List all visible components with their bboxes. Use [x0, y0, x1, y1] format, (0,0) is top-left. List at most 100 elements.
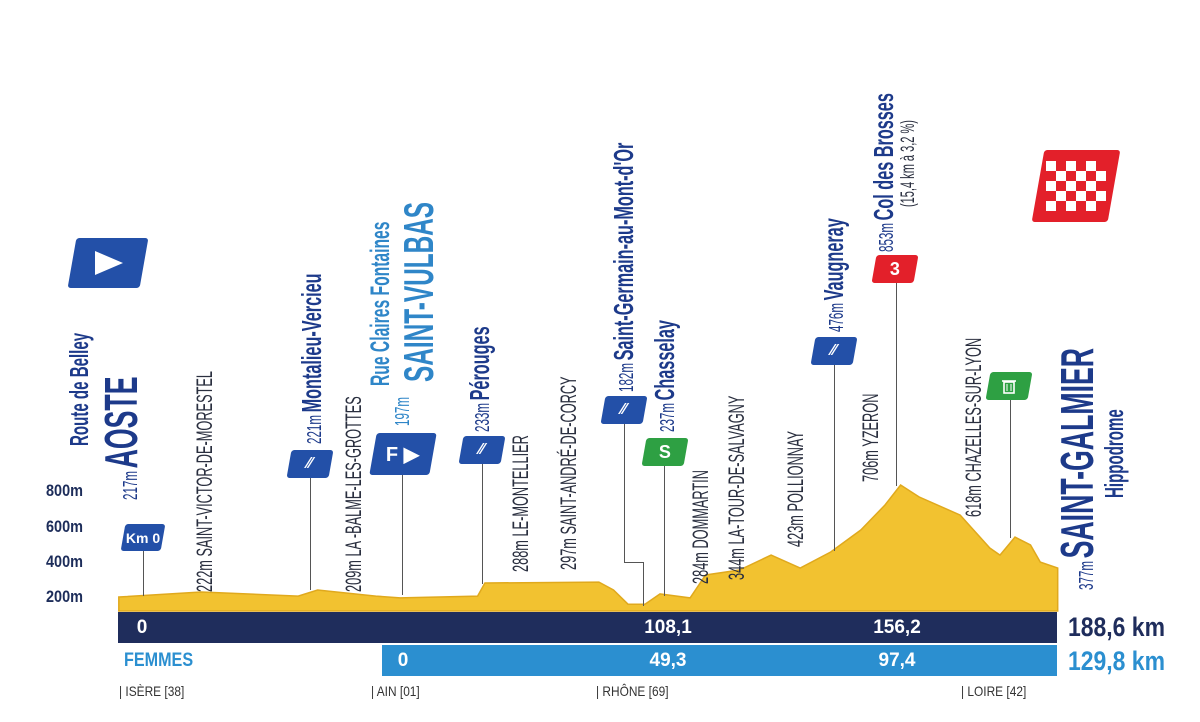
marker-line — [896, 283, 897, 486]
checkpoint-flag: ⁄⁄ — [600, 396, 648, 424]
start-town: AOSTE — [95, 376, 147, 469]
checkpoint-flag: ⁄⁄ — [286, 450, 334, 478]
women-start-label: F — [386, 443, 399, 466]
elevation: 182m — [616, 362, 638, 392]
region-label: | AIN [01] — [371, 683, 420, 699]
y-tick-label: 800m — [46, 481, 83, 500]
checker-square — [1076, 171, 1086, 181]
place-yzeron: 706m YZERON — [858, 393, 883, 482]
elevation: 221m — [304, 414, 326, 444]
vulbas-elevation: 197m — [392, 396, 414, 426]
checker-square — [1046, 161, 1056, 171]
place-montellier: 288m LE-MONTELLIER — [508, 435, 533, 572]
checker-square — [1056, 191, 1066, 201]
start-arrow-icon: ▶ — [404, 443, 420, 466]
checker-square — [1046, 201, 1056, 211]
sprint-label: S — [658, 441, 671, 462]
women-km-mark: 97,4 — [878, 650, 916, 671]
place-col-des-brosses: 853m Col des Brosses — [868, 93, 899, 252]
waste-bin-icon — [1002, 380, 1016, 394]
climb-category-flag: 3 — [871, 255, 919, 283]
men-total-distance: 188,6 km — [1068, 612, 1165, 642]
km0-flag: Km 0 — [120, 524, 166, 551]
vulbas-town: SAINT-VULBAS — [395, 201, 442, 382]
waste-zone-flag — [985, 372, 1033, 400]
marker-line — [402, 475, 403, 595]
women-km-mark: 49,3 — [649, 650, 687, 671]
checker-square — [1096, 191, 1106, 201]
checker-square — [1076, 191, 1086, 201]
checker-square — [1066, 161, 1076, 171]
checker-square — [1096, 171, 1106, 181]
start-elevation: 217m — [120, 470, 142, 500]
region-label: | LOIRE [42] — [961, 683, 1027, 699]
men-km-mark: 108,1 — [644, 617, 692, 638]
place-chasselay: 237m Chasselay — [649, 320, 680, 432]
marker-line — [834, 365, 835, 551]
women-total-distance: 129,8 km — [1068, 646, 1165, 676]
elevation-profile-area — [118, 483, 1059, 612]
finish-label: 377m SAINT-GALMIER — [1051, 347, 1103, 590]
marker-line — [643, 562, 644, 606]
y-tick-label: 200m — [46, 587, 83, 606]
marker-line — [624, 562, 643, 563]
checker-square — [1066, 181, 1076, 191]
elevation: 476m — [826, 302, 848, 332]
start-flag-icon — [95, 251, 123, 275]
checkpoint-flag: ⁄⁄ — [810, 337, 858, 365]
men-distance-bar — [118, 612, 1057, 643]
elevation: 237m — [657, 402, 679, 432]
checker-square — [1086, 161, 1096, 171]
checker-square — [1056, 171, 1066, 181]
checker-square — [1046, 181, 1056, 191]
place-dommartin: 284m DOMMARTIN — [688, 470, 713, 584]
checker-square — [1066, 201, 1076, 211]
marker-line — [310, 478, 311, 590]
checkered-flag-icon — [1046, 161, 1106, 211]
place-salvagny: 344m LA-TOUR-DE-SALVAGNY — [724, 395, 749, 580]
marker-line — [143, 551, 144, 596]
place-vaugneray: 476m Vaugneray — [818, 218, 849, 332]
place-name: Chasselay — [649, 320, 680, 401]
marker-line — [624, 424, 625, 562]
place-name: Saint-Germain-au-Mont-d'Or — [608, 142, 639, 361]
men-km-mark: 0 — [136, 617, 148, 638]
place-saint-germain: 182m Saint-Germain-au-Mont-d'Or — [608, 142, 639, 392]
y-tick-label: 600m — [46, 517, 83, 536]
checker-square — [1086, 201, 1096, 211]
checkpoint-icon: ⁄⁄ — [479, 441, 485, 458]
start-street: Route de Belley — [64, 332, 94, 446]
women-start-flag: F ▶ — [369, 433, 437, 475]
finish-elevation: 377m — [1076, 560, 1098, 590]
place-montalieu: 221m Montalieu-Vercieu — [296, 273, 327, 444]
checkpoint-icon: ⁄⁄ — [831, 342, 837, 359]
checkpoint-icon: ⁄⁄ — [621, 401, 627, 418]
place-corcy: 297m SAINT-ANDRÉ-DE-CORCY — [556, 376, 581, 570]
checkpoint-icon: ⁄⁄ — [307, 455, 313, 472]
place-pollionnay: 423m POLLIONNAY — [783, 430, 808, 547]
vulbas-street: Rue Claires Fontaines — [365, 221, 395, 386]
region-label: | ISÈRE [38] — [119, 683, 185, 699]
region-label: | RHÔNE [69] — [596, 683, 669, 699]
place-saint-victor: 222m SAINT-VICTOR-DE-MORESTEL — [192, 371, 217, 592]
place-chazelles: 618m CHAZELLES-SUR-LYON — [961, 337, 986, 517]
marker-line — [664, 466, 665, 596]
elevation: 853m — [876, 222, 898, 252]
women-label: FEMMES — [124, 650, 194, 671]
km0-label: Km 0 — [125, 529, 161, 546]
y-tick-label: 400m — [46, 552, 83, 571]
place-name: Col des Brosses — [868, 93, 899, 221]
elevation: 233m — [472, 402, 494, 432]
start-label: 217m AOSTE — [95, 376, 147, 500]
checker-square — [1086, 181, 1096, 191]
place-name: Vaugneray — [818, 218, 849, 301]
men-km-mark: 156,2 — [873, 617, 921, 638]
marker-line — [482, 464, 483, 584]
finish-flag — [1031, 150, 1121, 222]
finish-town: SAINT-GALMIER — [1051, 347, 1103, 559]
women-distance-bar — [382, 645, 1057, 676]
marker-line — [1010, 400, 1011, 538]
checkpoint-flag: ⁄⁄ — [458, 436, 506, 464]
